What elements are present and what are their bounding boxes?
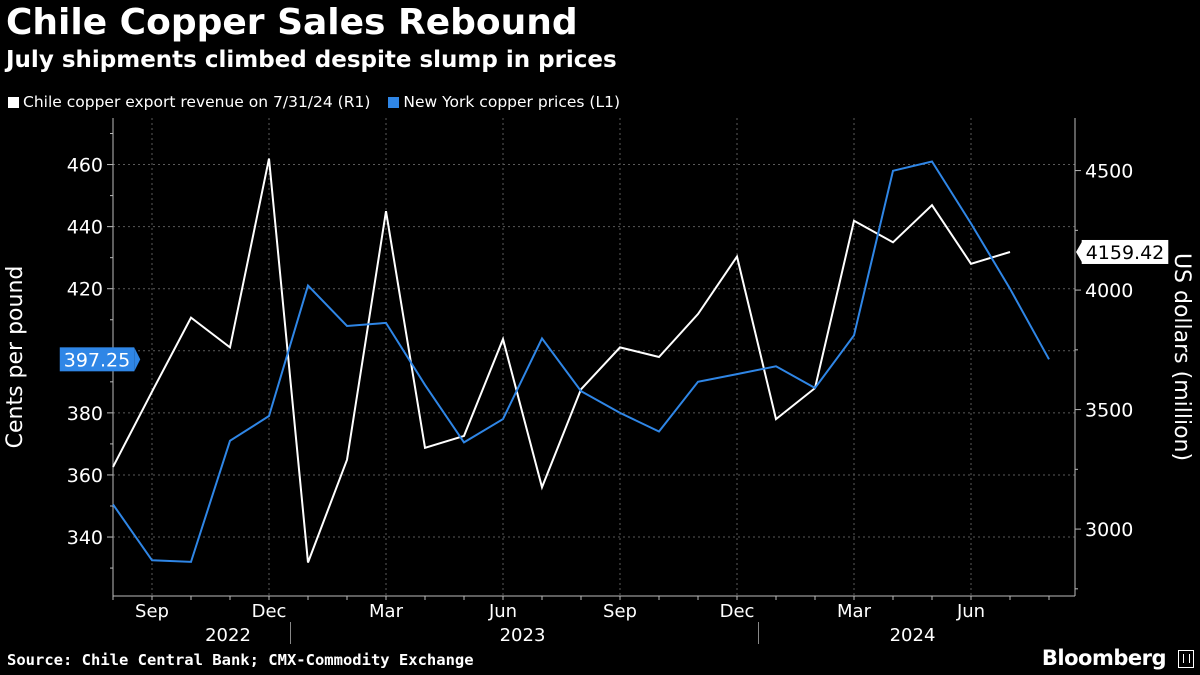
right-axis-tick-label: 3000 [1085,519,1133,541]
chart-subtitle: July shipments climbed despite slump in … [6,47,617,73]
right-axis-tick-label: 4500 [1085,161,1133,183]
x-axis-tick-label: Jun [956,601,985,622]
right-axis-tick-label: 3500 [1085,400,1133,422]
x-axis-year-label: 2023 [500,625,546,646]
x-axis-tick-label: Mar [369,601,404,622]
last-value-tag-right [1081,239,1169,264]
left-axis-tick-label: 380 [67,403,103,425]
left-axis-tick-label: 460 [67,155,103,177]
left-axis-title: Cents per pound [3,266,28,449]
legend-item-ny-copper-prices: New York copper prices (L1) [388,93,620,111]
last-value-tag-left [59,347,135,372]
series-line-export-revenue [112,158,1011,563]
left-axis-tick-label: 340 [67,527,103,549]
left-axis-tick-label: 420 [67,279,103,301]
x-axis-year-label: 2022 [205,625,251,646]
x-axis-tick-label: Jun [488,601,517,622]
legend-label-export-revenue: Chile copper export revenue on 7/31/24 (… [23,93,371,111]
legend-label-ny-copper-prices: New York copper prices (L1) [403,93,620,111]
x-axis-tick-label: Mar [837,601,872,622]
legend-swatch-ny-copper-prices [388,96,400,108]
x-axis-year-label: 2024 [890,625,936,646]
left-axis-tick-label: 440 [67,217,103,239]
terminal-icon [1178,650,1194,668]
last-value-tag-tail-right [1076,239,1083,264]
right-axis-title: US dollars (million) [1169,253,1194,461]
legend-swatch-export-revenue [8,96,19,108]
series-line-ny-copper-prices [112,160,1050,563]
source-note: Source: Chile Central Bank; CMX-Commodit… [7,651,474,669]
last-value-label-left: 397.25 [64,349,130,371]
last-value-tag-tail-left [134,347,141,372]
x-axis-tick-label: Dec [720,601,755,622]
x-axis-tick-label: Sep [135,601,169,622]
x-axis-tick-label: Dec [252,601,287,622]
chart-title: Chile Copper Sales Rebound [6,2,578,43]
brand-logo: Bloomberg [1041,646,1167,670]
right-axis-tick-label: 4000 [1085,280,1133,302]
legend-item-export-revenue: Chile copper export revenue on 7/31/24 (… [8,93,370,111]
left-axis-tick-label: 360 [67,465,103,487]
last-value-label-right: 4159.42 [1086,242,1165,264]
legend: Chile copper export revenue on 7/31/24 (… [8,90,638,114]
x-axis-tick-label: Sep [603,601,637,622]
